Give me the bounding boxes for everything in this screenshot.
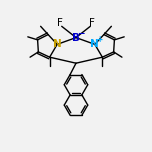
Text: B: B <box>72 33 80 43</box>
Text: F: F <box>57 18 63 28</box>
Text: −: − <box>77 29 85 38</box>
Text: N: N <box>90 39 99 49</box>
Text: F: F <box>89 18 95 28</box>
Text: +: + <box>97 35 103 44</box>
Text: N: N <box>53 39 62 49</box>
